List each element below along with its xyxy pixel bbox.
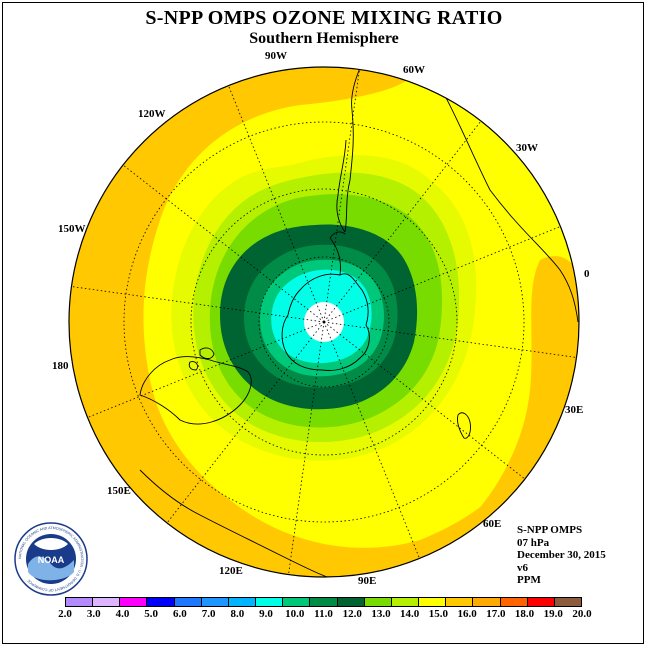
colorbar-tick-label: 17.0 — [486, 608, 506, 620]
meridian-line — [323, 321, 420, 559]
colorbar-swatch — [228, 598, 257, 606]
colorbar-tick-label: 18.0 — [514, 608, 535, 620]
lon-label-30e: 30E — [565, 404, 584, 416]
lon-label-60e: 60E — [483, 518, 502, 530]
chart-title: S-NPP OMPS OZONE MIXING RATIO — [145, 7, 503, 29]
colorbar-tick-label: 6.0 — [173, 608, 187, 620]
new-zealand-coast — [188, 347, 215, 371]
lat-circle-1 — [258, 256, 390, 388]
colorbar-tick-label: 13.0 — [371, 608, 391, 620]
lat-circle-3 — [123, 121, 525, 523]
colorbar-swatch — [364, 598, 392, 606]
colorbar-swatch — [419, 598, 447, 606]
madagascar-coast — [457, 412, 471, 439]
graticule — [71, 69, 577, 575]
colorbar-swatch — [473, 598, 501, 606]
lon-label-0: 0 — [584, 268, 590, 280]
band-16-17-outer-ring — [69, 67, 579, 577]
band-16-17-east — [460, 256, 579, 530]
meridian-line — [323, 120, 482, 323]
australia-coast — [139, 356, 252, 425]
colorbar-tick-label: 7.0 — [201, 608, 216, 620]
colorbar-swatch — [391, 598, 420, 606]
svg-text:NOAA: NOAA — [38, 555, 65, 565]
colorbar-swatch — [147, 598, 175, 606]
version-text: v6 — [517, 561, 528, 574]
lon-label-90w: 90W — [265, 50, 287, 62]
meridian-line — [288, 321, 325, 575]
metadata-block: S-NPP OMPS 07 hPa December 30, 2015 v6 P… — [517, 524, 606, 587]
colorbar-tick-label: 19.0 — [543, 608, 563, 620]
meridian-line — [71, 286, 325, 323]
colorbar-tick-label: 16.0 — [457, 608, 477, 620]
colorbar-tick-label: 3.0 — [86, 608, 101, 620]
colorbar-swatch — [337, 598, 365, 606]
antarctica-coast — [281, 273, 370, 371]
colorbar-tick-label: 2.0 — [58, 608, 72, 620]
meridian-line — [166, 321, 325, 524]
asia-coast — [139, 469, 331, 577]
africa-coast — [429, 69, 579, 323]
colorbar-tick-label: 8.0 — [230, 608, 245, 620]
instrument-text: S-NPP OMPS — [517, 524, 583, 536]
colorbar-tick-label: 5.0 — [144, 608, 159, 620]
colorbar-tick-label: 14.0 — [400, 608, 420, 620]
meridian-lines — [71, 69, 577, 575]
meridian-line — [122, 164, 325, 323]
colorbar-tick-label: 15.0 — [428, 608, 448, 620]
meridian-line — [323, 321, 526, 480]
noaa-logo: NOAA NATIONAL OCEANIC AND ATMOSPHERIC AD… — [14, 522, 88, 596]
colorbar-tick-label: 10.0 — [285, 608, 305, 620]
lon-label-150w: 150W — [58, 223, 86, 235]
colorbar-swatch — [66, 598, 94, 606]
colorbar-tick-label: 4.0 — [115, 608, 130, 620]
colorbar — [65, 597, 582, 607]
colorbar-swatch — [120, 598, 148, 606]
colorbar-tick-label: 12.0 — [342, 608, 362, 620]
lon-label-150e: 150E — [107, 485, 131, 497]
lon-label-60w: 60W — [403, 64, 425, 76]
units-text: PPM — [517, 574, 541, 587]
south-america-coast — [336, 67, 361, 233]
meridian-line — [323, 226, 561, 323]
colorbar-swatch — [93, 598, 121, 606]
date-text: December 30, 2015 — [517, 549, 606, 562]
lon-label-30w: 30W — [516, 142, 538, 154]
meridian-line — [228, 85, 325, 323]
colorbar-swatch — [310, 598, 338, 606]
lon-label-180: 180 — [52, 360, 69, 372]
colorbar-swatch — [174, 598, 202, 606]
colorbar-swatch — [283, 598, 311, 606]
colorbar-swatch — [201, 598, 229, 606]
lon-label-120w: 120W — [138, 108, 166, 120]
meridian-line — [87, 321, 325, 418]
level-text: 07 hPa — [517, 536, 550, 549]
colorbar-swatch — [527, 598, 555, 606]
lon-label-120e: 120E — [219, 565, 243, 577]
colorbar-swatch — [256, 598, 284, 606]
colorbar-swatch — [554, 598, 581, 606]
lon-label-90e: 90E — [358, 575, 377, 587]
colorbar-tick-label: 11.0 — [314, 608, 333, 620]
coastlines — [139, 67, 579, 577]
lat-circle-2 — [190, 188, 458, 456]
globe-outline — [68, 66, 580, 578]
colorbar-tick-label: 20.0 — [572, 608, 592, 620]
chart-subtitle: Southern Hemisphere — [249, 30, 399, 47]
colorbar-tick-label: 9.0 — [259, 608, 273, 620]
colorbar-swatch — [446, 598, 474, 606]
meridian-line — [323, 321, 577, 358]
antarctic-peninsula — [329, 231, 346, 276]
meridian-line — [323, 69, 360, 323]
contour-fills — [69, 67, 579, 577]
colorbar-swatch — [500, 598, 528, 606]
colorbar-ticks: 2.0 3.0 4.0 5.0 6.0 7.0 8.0 9.0 10.0 11.0 12.0 13.0… — [0, 608, 648, 622]
band-16-17-north — [80, 90, 220, 400]
